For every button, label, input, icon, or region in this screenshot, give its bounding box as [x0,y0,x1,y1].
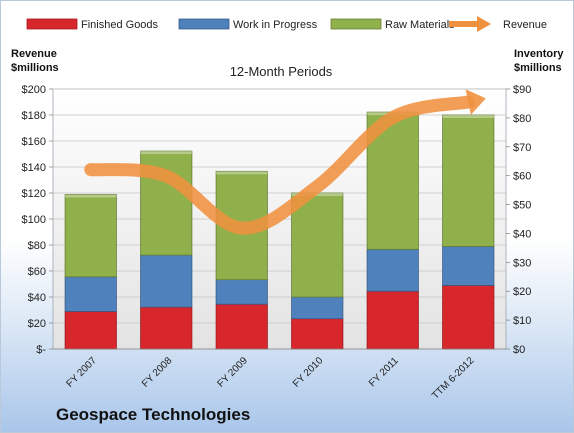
bar-finished-goods [291,318,344,350]
company-name: Geospace Technologies [56,405,251,424]
bar-work-in-progress [140,254,193,308]
left-tick-label: $120 [22,188,46,200]
right-tick-label: $40 [513,228,531,240]
bar-top-highlight [442,115,494,118]
left-tick-label: $100 [22,214,46,226]
left-tick-label: $40 [28,292,46,304]
legend: Finished Goods Work in Progress Raw Materi… [26,16,547,32]
bar-top-highlight [216,171,268,175]
bar-finished-goods [215,303,268,350]
bar-work-in-progress [64,276,117,312]
right-tick-label: $0 [513,344,525,356]
bar-top-highlight [65,194,117,198]
bar-finished-goods [442,285,495,350]
category-label: FY 2009 [215,355,250,390]
category-label: FY 2011 [367,355,401,389]
revenue-line-path [84,95,475,235]
right-tick-label: $10 [513,315,531,327]
category-label: FY 2010 [291,355,326,390]
legend-label: Raw Materials [385,19,455,31]
left-axis-label-line2: $millions [11,62,59,74]
right-tick-label: $30 [513,257,531,269]
right-axis-label-line2: $millions [514,62,562,74]
bar-finished-goods [140,306,193,350]
legend-swatch-raw-materials [330,18,382,30]
category-label: FY 2007 [64,355,99,390]
left-tick-label: $80 [28,240,46,252]
bar-top-highlight [140,151,192,155]
right-tick-label: $60 [513,171,531,183]
left-tick-label: $60 [28,266,46,278]
right-tick-label: $70 [513,142,531,154]
bar-work-in-progress [291,296,344,320]
left-tick-label: $180 [22,110,46,122]
bar-work-in-progress [366,248,419,292]
bar-finished-goods [64,311,117,350]
bars [64,111,495,350]
gridlines [53,88,506,324]
legend-swatch-finished-goods [26,18,78,30]
bar-raw-materials [442,114,495,247]
bar-raw-materials [291,192,344,298]
left-axis-label-line1: Revenue [11,48,57,60]
right-axis-label-line1: Inventory [514,48,564,60]
bar-raw-materials [64,194,117,278]
right-tick-label: $90 [513,84,531,96]
legend-label: Revenue [503,19,547,31]
legend-swatch-work-in-progress [178,18,230,30]
legend-label: Finished Goods [81,19,159,31]
left-tick-label: $- [36,344,46,356]
left-tick-label: $140 [22,162,46,174]
legend-swatch-revenue-arrowhead [477,16,491,32]
revenue-line-arrowhead [465,89,486,115]
revenue-line [84,89,486,235]
bar-work-in-progress [442,246,495,286]
bar-work-in-progress [215,279,268,305]
category-label: FY 2008 [140,355,175,390]
right-tick-label: $20 [513,286,531,298]
left-tick-label: $160 [22,136,46,148]
right-tick-label: $50 [513,200,531,212]
bar-finished-goods [366,290,419,350]
left-tick-label: $20 [28,318,46,330]
chart-title: 12-Month Periods [230,64,333,79]
legend-label: Work in Progress [233,19,318,31]
left-tick-label: $200 [22,84,46,96]
right-tick-label: $80 [513,113,531,125]
category-label: TTM 6-2012 [430,355,477,402]
